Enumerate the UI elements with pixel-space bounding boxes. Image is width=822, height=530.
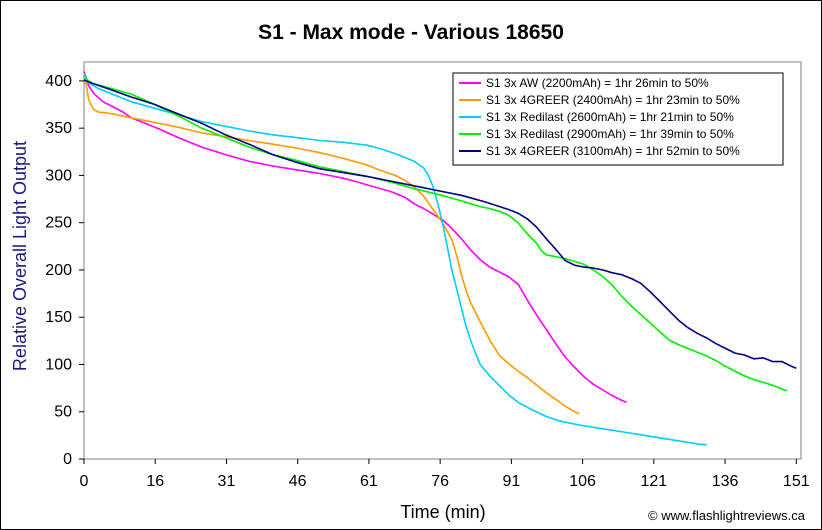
x-tick-label: 61 [360,473,378,490]
y-tick-label: 350 [45,120,72,137]
legend-entry: S1 3x AW (2200mAh) = 1hr 26min to 50% [486,76,709,90]
series-line-3 [83,72,707,446]
legend-entry: S1 3x Redilast (2900mAh) = 1hr 39min to … [486,127,734,141]
legend-entry: S1 3x Redilast (2600mAh) = 1hr 21min to … [486,110,734,124]
y-tick-label: 100 [45,356,72,373]
series-line-2 [83,76,580,415]
x-tick-label: 136 [712,473,739,490]
legend-box [452,72,784,166]
series-lines [83,71,797,446]
y-tick-label: 300 [45,167,72,184]
y-tick-label: 150 [45,309,72,326]
y-axis-title: Relative Overall Light Output [10,141,30,371]
series-line-1 [83,71,627,404]
legend: S1 3x AW (2200mAh) = 1hr 26min to 50% S1 … [452,72,784,166]
x-axis: 0 16 31 46 61 76 91 106 121 136 151 [80,459,810,490]
legend-entry: S1 3x 4GREER (3100mAh) = 1hr 52min to 50… [486,144,740,158]
legend-entry: S1 3x 4GREER (2400mAh) = 1hr 23min to 50… [486,93,740,107]
x-tick-label: 31 [218,473,236,490]
chart-title: S1 - Max mode - Various 18650 [258,21,564,44]
x-tick-label: 46 [289,473,307,490]
y-tick-label: 400 [45,73,72,90]
x-tick-label: 151 [783,473,810,490]
credit-text: © www.flashlightreviews.ca [648,508,806,523]
x-tick-label: 16 [146,473,164,490]
y-tick-label: 250 [45,215,72,232]
x-axis-title: Time (min) [400,502,485,522]
series-line-4 [83,77,788,392]
y-tick-label: 200 [45,262,72,279]
x-tick-label: 76 [431,473,449,490]
series-line-5 [83,79,797,370]
y-tick-label: 50 [54,404,72,421]
y-axis: 0 50 100 150 200 250 300 350 400 [45,73,84,468]
x-tick-label: 0 [80,473,89,490]
x-tick-label: 91 [502,473,520,490]
x-tick-label: 106 [569,473,596,490]
x-tick-label: 121 [640,473,667,490]
y-tick-label: 0 [63,451,72,468]
